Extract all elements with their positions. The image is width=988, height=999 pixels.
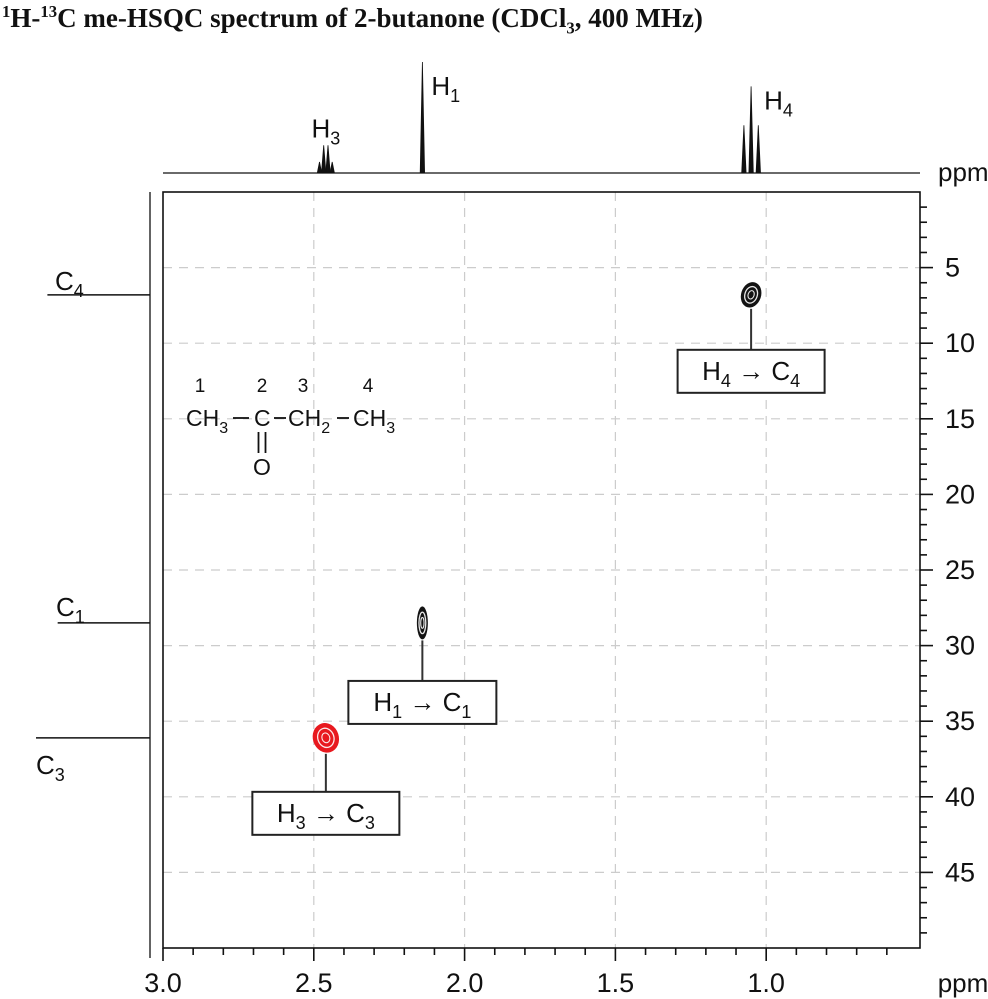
y-tick-label: 20	[945, 479, 975, 509]
molecule-carbonyl-oxygen: O	[253, 454, 271, 480]
y-tick-label: 45	[945, 857, 975, 887]
title-superscript-1h: 1	[2, 2, 11, 21]
title-text-main: C me-HSQC spectrum of 2-butanone (CDCl	[57, 3, 567, 33]
cross-peak-h4-c4	[740, 282, 762, 308]
cross-peak-h3-c3	[312, 723, 340, 753]
peak-assignment-boxes: H4 → C4 H1 → C1 H3 → C3	[251, 308, 826, 836]
page-title: 1H-13C me-HSQC spectrum of 2-butanone (C…	[2, 2, 703, 38]
proton-peak-label-h4: H4	[764, 85, 793, 120]
carbon-peak-label-c1: C1	[56, 592, 85, 627]
peak-label-box-h3-c3	[251, 790, 401, 836]
molecule-carbon-number-4: 4	[363, 376, 374, 397]
proton-trace: H3 H1 H4	[163, 61, 920, 174]
y-tick-label: 25	[945, 555, 975, 585]
x-tick-label: 2.0	[446, 968, 484, 998]
molecule-structure: 1 2 3 4 CH3 C CH2 CH3 O	[186, 376, 395, 480]
carbon-peak-label-c3: C3	[36, 750, 65, 785]
title-subscript-cdcl3: 3	[566, 18, 575, 38]
y-axis: 5 10 15 20 25 30 35 40 45 ppm	[920, 157, 988, 934]
title-superscript-13c: 13	[40, 2, 58, 21]
molecule-carbon-number-1: 1	[195, 376, 206, 397]
y-tick-label: 30	[945, 631, 975, 661]
molecule-group-1: CH3	[186, 405, 228, 437]
x-axis-unit-label: ppm	[938, 968, 988, 998]
y-tick-label: 35	[945, 706, 975, 736]
x-tick-label: 1.0	[747, 968, 785, 998]
molecule-carbon-number-2: 2	[257, 376, 268, 397]
peak-assignment-label-h1-c1: H1 → C1	[373, 687, 471, 722]
peak-label-box-h1-c1	[347, 679, 498, 725]
x-tick-label: 2.5	[295, 968, 333, 998]
y-tick-label: 15	[945, 404, 975, 434]
title-text-h: H-	[10, 3, 41, 33]
y-axis-unit-label: ppm	[938, 157, 988, 187]
molecule-group-3: CH2	[288, 405, 330, 437]
proton-peak-label-h3: H3	[311, 113, 340, 148]
peak-assignment-label-h3-c3: H3 → C3	[277, 798, 375, 833]
molecule-group-4: CH3	[353, 405, 395, 437]
x-tick-label: 3.0	[144, 968, 182, 998]
cross-peaks	[312, 282, 762, 753]
x-tick-label: 1.5	[597, 968, 635, 998]
carbon-trace: C4 C1 C3	[36, 192, 151, 958]
peak-label-box-h4-c4	[676, 348, 826, 394]
cross-peak-h1-c1	[416, 606, 428, 640]
title-text-end: , 400 MHz)	[574, 3, 703, 33]
y-tick-label: 40	[945, 782, 975, 812]
gridlines	[163, 192, 920, 948]
y-tick-label: 10	[945, 328, 975, 358]
molecule-group-2: C	[254, 405, 271, 431]
peak-assignment-label-h4-c4: H4 → C4	[702, 356, 800, 391]
x-axis: 3.0 2.5 2.0 1.5 1.0 ppm	[144, 948, 988, 998]
molecule-carbon-number-3: 3	[298, 376, 309, 397]
y-tick-label: 5	[945, 253, 960, 283]
carbon-peak-label-c4: C4	[55, 266, 84, 301]
proton-peak-label-h1: H1	[431, 71, 460, 106]
